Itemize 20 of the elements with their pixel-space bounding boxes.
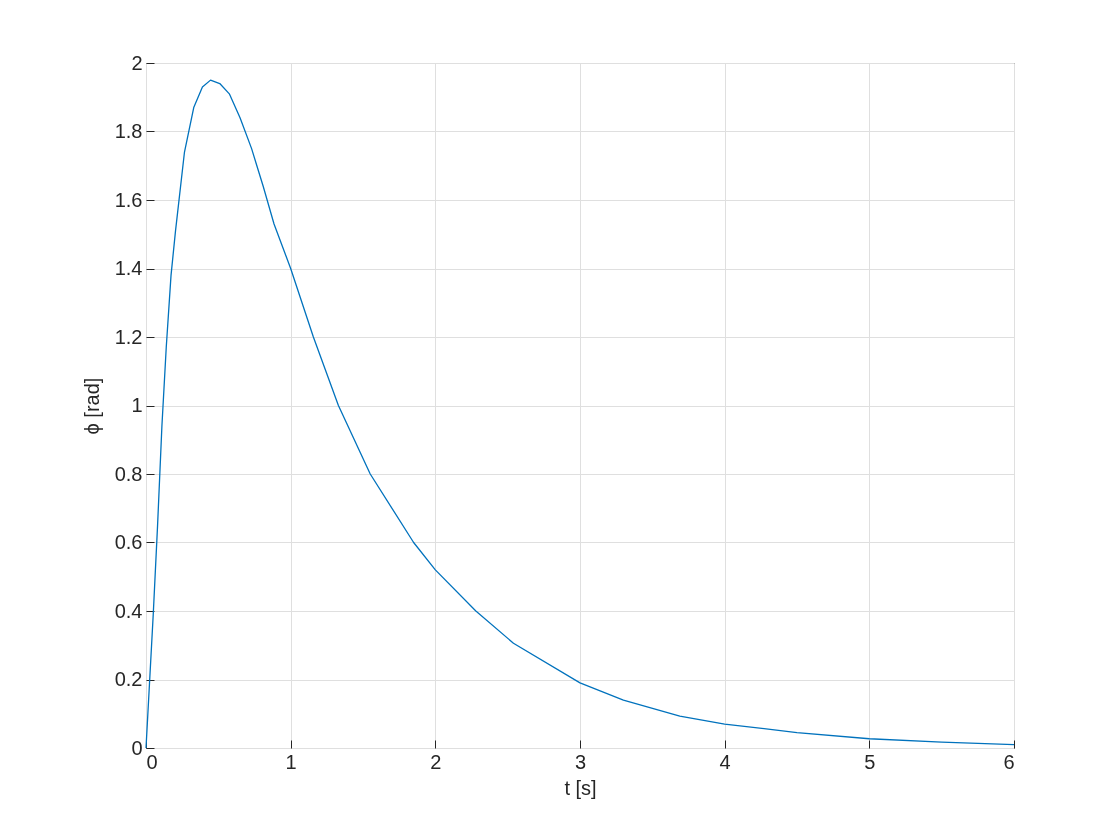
y-tick-label: 0 (131, 736, 143, 759)
y-tick-label: 1.8 (114, 120, 143, 142)
x-axis-title: t [s] (564, 776, 597, 799)
x-tick-label: 1 (285, 750, 297, 773)
x-tick-label: 0 (146, 750, 158, 773)
y-tick-label: 0.4 (114, 599, 143, 622)
y-tick-label: 1 (131, 394, 143, 416)
y-tick-label: 0.6 (114, 531, 143, 553)
y-tick-label: 0.8 (114, 462, 143, 485)
y-tick-label: 2 (131, 51, 143, 74)
x-tick-label: 6 (1003, 750, 1015, 773)
y-tick-label: 1.4 (114, 257, 143, 279)
x-tick-label: 2 (430, 750, 442, 773)
y-tick-label: 0.2 (114, 668, 143, 690)
x-tick-label: 4 (719, 750, 731, 773)
x-tick-label: 5 (864, 750, 876, 773)
y-axis-title: ϕ [rad] (80, 377, 103, 435)
y-tick-label: 1.2 (114, 325, 143, 348)
y-tick-label: 1.6 (114, 188, 143, 211)
x-tick-label: 3 (574, 750, 587, 773)
